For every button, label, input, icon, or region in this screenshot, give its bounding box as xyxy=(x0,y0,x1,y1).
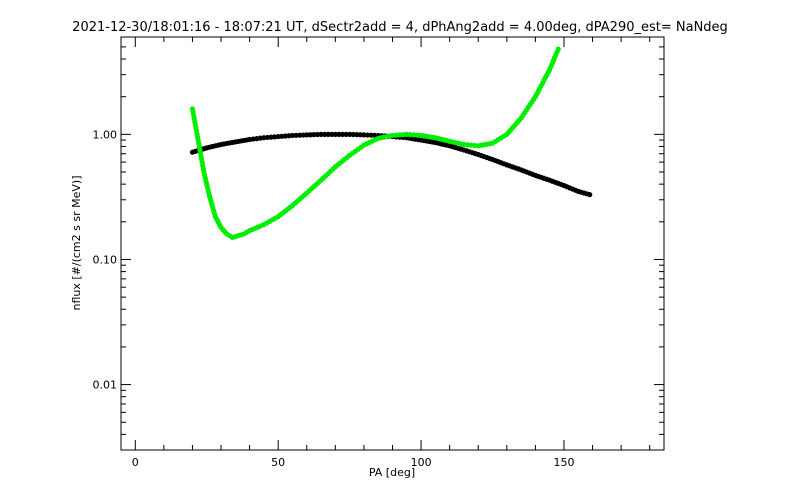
data-point xyxy=(329,131,335,137)
x-tick-label: 100 xyxy=(411,456,432,469)
x-tick-label: 0 xyxy=(132,456,139,469)
data-point xyxy=(587,192,593,198)
data-point xyxy=(336,131,342,137)
x-axis: 0 50 100 150 xyxy=(132,37,651,469)
x-tick-label: 50 xyxy=(271,456,285,469)
x-axis-label: PA [deg] xyxy=(369,466,415,479)
data-point xyxy=(325,131,331,137)
data-point xyxy=(339,131,346,137)
series-1 xyxy=(189,46,561,241)
data-point xyxy=(322,131,328,137)
plot-frame xyxy=(120,36,665,451)
data-point xyxy=(318,131,324,137)
data-point xyxy=(332,131,338,137)
y-tick-label: 0.01 xyxy=(93,379,118,392)
series-0 xyxy=(189,131,593,198)
y-tick-label: 1.00 xyxy=(93,128,118,141)
data-point xyxy=(343,131,349,137)
chart-title: 2021-12-30/18:01:16 - 18:07:21 UT, dSect… xyxy=(72,20,728,35)
y-tick-label: 0.10 xyxy=(93,253,118,266)
plot-series xyxy=(189,46,593,241)
data-point xyxy=(555,46,561,52)
y-axis-label: nflux [#/(cm2 s sr MeV)] xyxy=(70,176,83,311)
y-axis: 0.01 0.10 1.00 xyxy=(93,36,664,451)
x-tick-label: 150 xyxy=(553,456,574,469)
